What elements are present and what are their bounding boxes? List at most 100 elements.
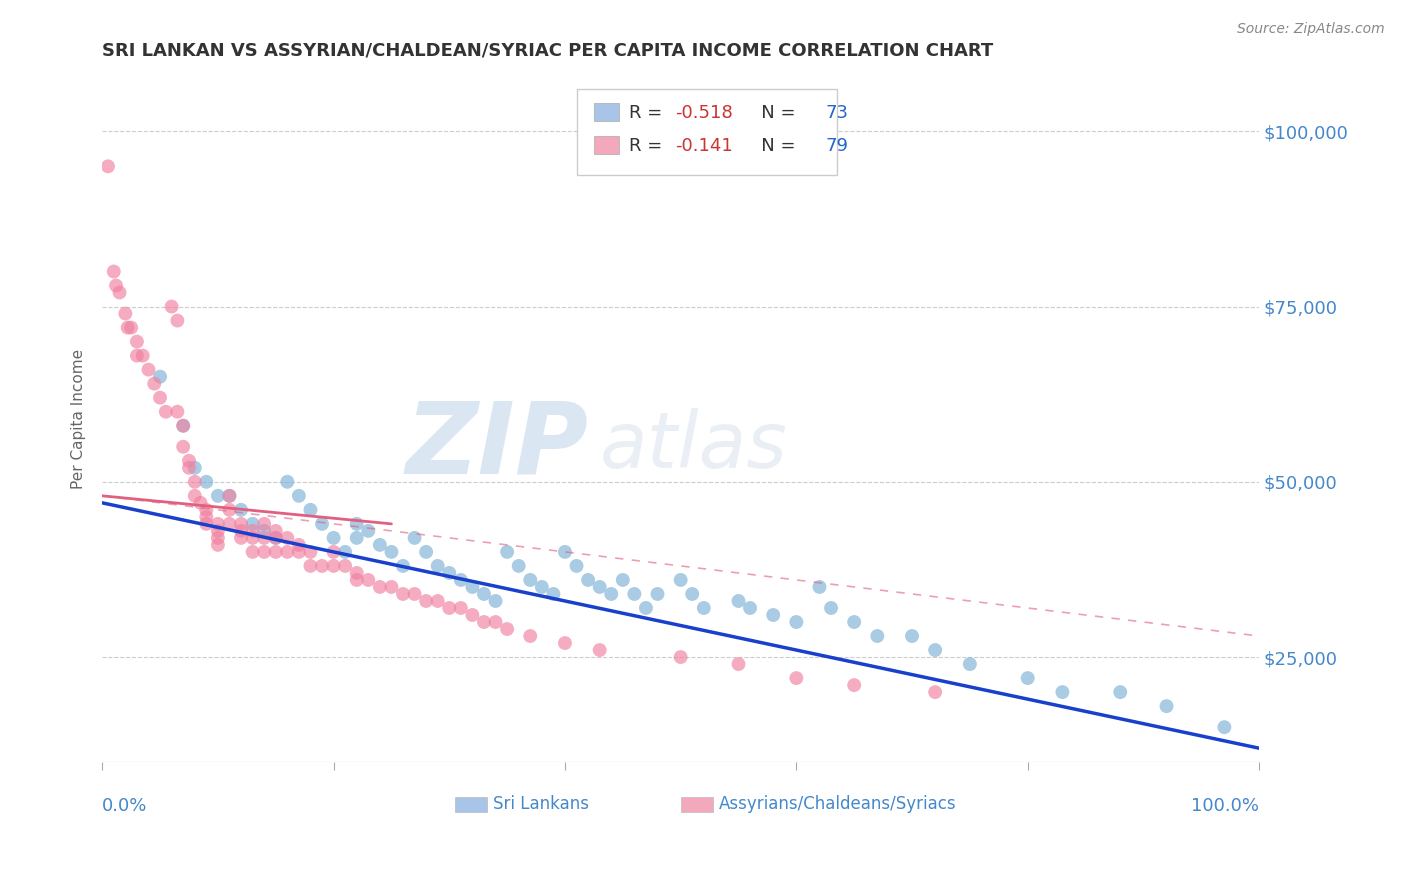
Point [160, 300, 183, 314]
Text: 100.0%: 100.0% [1191, 797, 1260, 814]
Point [299, 503, 322, 517]
Point [1213, 720, 1236, 734]
Text: 79: 79 [825, 137, 848, 155]
Point [299, 558, 322, 573]
Point [762, 607, 785, 622]
Point [166, 405, 188, 419]
Point [218, 516, 240, 531]
Point [404, 587, 426, 601]
FancyBboxPatch shape [593, 103, 619, 121]
Point [207, 531, 229, 545]
Point [143, 376, 166, 391]
Point [508, 558, 530, 573]
Point [426, 594, 449, 608]
Point [439, 601, 461, 615]
Point [172, 418, 194, 433]
Point [172, 440, 194, 454]
Point [924, 685, 946, 699]
Point [647, 587, 669, 601]
Point [184, 460, 207, 475]
Point [125, 349, 148, 363]
Point [450, 573, 472, 587]
Point [368, 538, 391, 552]
Point [242, 524, 264, 538]
Point [177, 460, 200, 475]
Point [207, 489, 229, 503]
Point [322, 531, 344, 545]
Point [311, 558, 333, 573]
Point [576, 573, 599, 587]
Point [166, 313, 188, 327]
Point [484, 615, 506, 629]
Point [322, 545, 344, 559]
Point [264, 531, 287, 545]
Point [195, 509, 218, 524]
Point [149, 369, 172, 384]
Point [554, 636, 576, 650]
Point [103, 264, 125, 278]
Point [543, 587, 565, 601]
Text: R =: R = [628, 137, 668, 155]
Point [276, 531, 298, 545]
Point [496, 622, 519, 636]
Point [808, 580, 831, 594]
Point [120, 320, 142, 334]
Point [461, 607, 484, 622]
Point [693, 601, 716, 615]
Point [496, 545, 519, 559]
Text: -0.141: -0.141 [675, 137, 733, 155]
Text: Sri Lankans: Sri Lankans [494, 795, 589, 814]
Point [727, 657, 749, 671]
Point [288, 489, 311, 503]
Point [357, 524, 380, 538]
Point [589, 580, 612, 594]
Point [785, 615, 807, 629]
Text: N =: N = [744, 137, 801, 155]
Text: N =: N = [744, 104, 801, 122]
Text: R =: R = [628, 104, 668, 122]
Point [612, 573, 634, 587]
Point [519, 629, 541, 643]
Text: 0.0%: 0.0% [103, 797, 148, 814]
Point [253, 531, 276, 545]
Text: Assyrians/Chaldeans/Syriacs: Assyrians/Chaldeans/Syriacs [718, 795, 956, 814]
Point [439, 566, 461, 580]
Point [288, 545, 311, 559]
Point [484, 594, 506, 608]
Point [190, 496, 212, 510]
Point [149, 391, 172, 405]
FancyBboxPatch shape [593, 136, 619, 154]
Point [105, 278, 128, 293]
Point [207, 538, 229, 552]
Point [242, 545, 264, 559]
Point [242, 531, 264, 545]
Text: -0.518: -0.518 [675, 104, 733, 122]
Point [155, 405, 177, 419]
Point [253, 524, 276, 538]
Point [131, 349, 153, 363]
Point [333, 558, 356, 573]
Point [380, 545, 402, 559]
Text: ZIP: ZIP [405, 398, 588, 495]
Point [218, 489, 240, 503]
Point [218, 489, 240, 503]
Point [738, 601, 761, 615]
Point [589, 643, 612, 657]
Point [108, 285, 131, 300]
Point [785, 671, 807, 685]
Point [229, 503, 252, 517]
Point [924, 643, 946, 657]
Point [415, 594, 437, 608]
Point [565, 558, 588, 573]
Point [97, 159, 120, 173]
Point [346, 566, 368, 580]
FancyBboxPatch shape [456, 797, 488, 812]
Point [346, 516, 368, 531]
Point [844, 678, 866, 692]
Point [229, 516, 252, 531]
Point [322, 558, 344, 573]
Point [264, 531, 287, 545]
Point [172, 418, 194, 433]
Point [346, 573, 368, 587]
Point [229, 524, 252, 538]
